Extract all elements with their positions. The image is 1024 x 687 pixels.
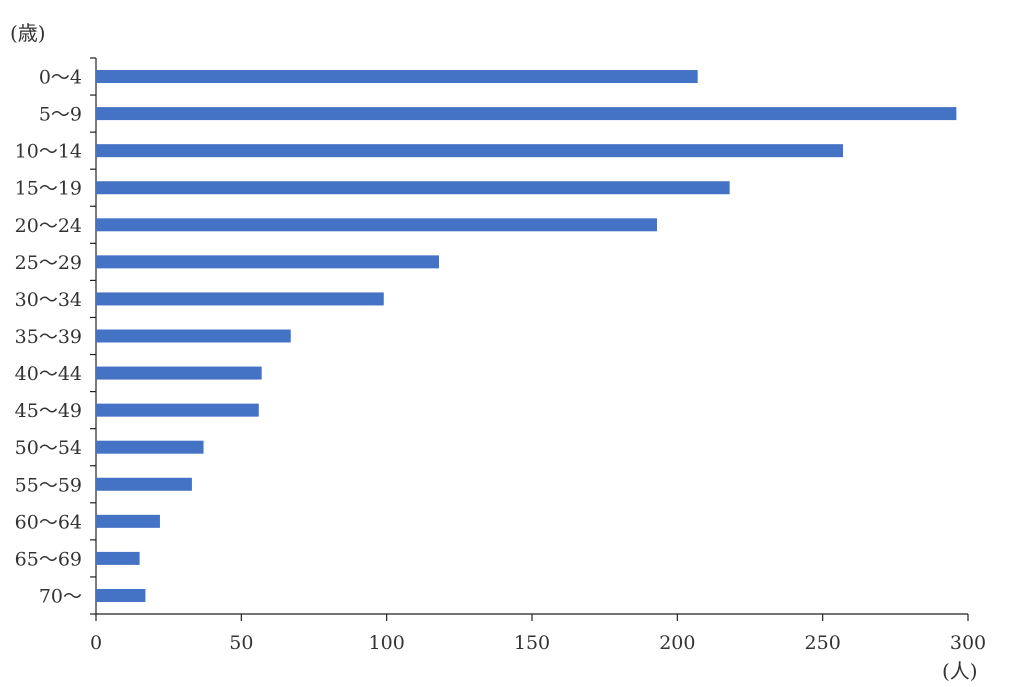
bar-series (96, 70, 957, 602)
bar (96, 588, 146, 602)
bar (96, 366, 262, 380)
x-tick-label: 300 (950, 632, 986, 654)
category-label: 20～24 (15, 215, 82, 237)
category-label: 60～64 (15, 511, 82, 533)
category-label: 40～44 (15, 363, 82, 385)
y-axis-unit-label: (歳) (10, 21, 46, 45)
category-label: 5～9 (39, 104, 82, 126)
bar (96, 107, 957, 121)
category-labels: 0～4 5～9 10～14 15～19 20～24 25～29 30～34 35～39 40～4… (15, 67, 82, 608)
x-axis-ticks (95, 614, 969, 621)
y-axis-ticks (90, 57, 96, 615)
bar (96, 440, 204, 454)
x-tick-label: 0 (90, 632, 102, 654)
category-label: 25～29 (15, 252, 82, 274)
bar (96, 403, 259, 417)
category-label: 0～4 (39, 67, 82, 89)
bar (96, 181, 730, 195)
x-tick-label: 150 (514, 632, 550, 654)
category-label: 65～69 (15, 548, 82, 570)
bar (96, 477, 192, 491)
bar (96, 255, 439, 269)
bar (96, 292, 384, 306)
category-label: 35～39 (15, 326, 82, 348)
x-tick-label: 100 (369, 632, 405, 654)
category-label: 45～49 (15, 400, 82, 422)
bar (96, 514, 160, 528)
bar (96, 70, 698, 84)
category-label: 15～19 (15, 178, 82, 200)
x-axis-unit-label: (人) (942, 659, 978, 683)
x-tick-labels: 0 50 100 150 200 250 300 (90, 632, 986, 654)
category-label: 55～59 (15, 474, 82, 496)
category-label: 50～54 (15, 437, 82, 459)
category-label: 30～34 (15, 289, 82, 311)
category-label: 70～ (39, 585, 82, 607)
x-tick-label: 250 (805, 632, 841, 654)
x-tick-label: 200 (659, 632, 695, 654)
bar (96, 144, 844, 158)
x-tick-label: 50 (229, 632, 253, 654)
category-label: 10～14 (15, 141, 82, 163)
bar (96, 551, 140, 565)
bar (96, 329, 291, 343)
bar (96, 218, 657, 232)
